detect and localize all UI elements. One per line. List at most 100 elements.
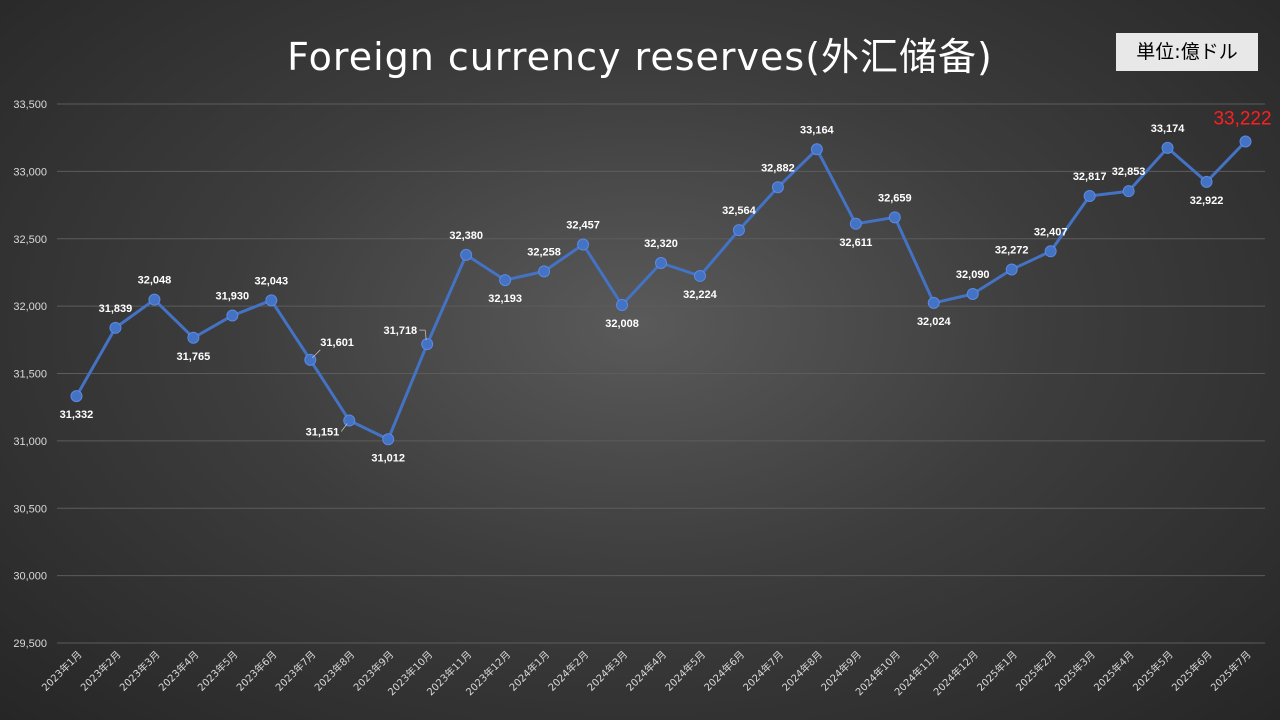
x-tick-label: 2024年3月 <box>584 648 630 694</box>
y-tick-label: 32,500 <box>13 234 47 246</box>
data-point <box>849 217 862 230</box>
data-label: 33,164 <box>800 124 835 136</box>
x-tick-label: 2023年3月 <box>117 648 163 694</box>
data-point <box>1200 175 1213 188</box>
x-tick-label: 2023年6月 <box>234 648 280 694</box>
data-point <box>966 287 979 300</box>
leader-line <box>424 330 427 341</box>
data-label-latest: 33,222 <box>1213 108 1271 129</box>
data-label: 31,718 <box>384 325 418 337</box>
x-tick-label: 2023年1月 <box>39 648 85 694</box>
data-point <box>499 274 512 287</box>
x-tick-label: 2025年3月 <box>1052 648 1098 694</box>
data-label: 32,008 <box>605 318 639 330</box>
data-point <box>1161 141 1174 154</box>
x-tick-label: 2023年5月 <box>195 648 241 694</box>
leader-line <box>340 423 348 432</box>
data-point <box>616 299 629 312</box>
data-labels: 31,332 31,839 32,048 31,765 31,930 32,043 31,6… <box>60 108 1272 464</box>
data-point <box>693 269 706 282</box>
data-label: 31,151 <box>306 427 340 439</box>
data-label: 32,457 <box>566 220 600 232</box>
data-label: 32,320 <box>644 238 678 250</box>
x-tick-label: 2024年8月 <box>779 648 825 694</box>
data-point <box>927 296 940 309</box>
data-label: 32,611 <box>839 237 872 249</box>
chart-title: Foreign currency reserves(外汇储备) <box>287 35 993 79</box>
data-point <box>109 321 122 334</box>
data-label: 32,817 <box>1073 171 1107 183</box>
y-tick-label: 29,500 <box>13 638 47 650</box>
data-label: 32,380 <box>449 230 483 242</box>
x-axis: 2023年1月2023年2月2023年3月2023年4月2023年5月2023年… <box>39 648 1254 698</box>
series-reserves <box>70 135 1252 446</box>
data-point <box>187 331 200 344</box>
data-point <box>1044 245 1057 258</box>
data-label: 32,659 <box>878 192 912 204</box>
data-label: 32,224 <box>683 289 718 301</box>
data-point <box>732 224 745 237</box>
data-point <box>1083 190 1096 203</box>
data-label: 31,012 <box>371 452 405 464</box>
data-label: 32,024 <box>917 316 952 328</box>
data-label: 31,839 <box>99 303 133 315</box>
data-point <box>70 390 83 403</box>
unit-label: 単位:億ドル <box>1116 33 1258 71</box>
data-label: 32,882 <box>761 162 795 174</box>
x-tick-label: 2024年4月 <box>623 648 669 694</box>
data-label: 31,601 <box>320 337 354 349</box>
x-tick-label: 2023年2月 <box>78 648 124 694</box>
data-label: 32,090 <box>956 269 990 281</box>
data-label: 32,043 <box>254 275 288 287</box>
x-tick-label: 2025年5月 <box>1130 648 1176 694</box>
x-tick-label: 2025年6月 <box>1169 648 1215 694</box>
y-axis: 29,500 30,000 30,500 31,000 31,500 32,000 32,5… <box>13 99 47 650</box>
x-tick-label: 2024年6月 <box>701 648 747 694</box>
x-tick-label: 2025年7月 <box>1208 648 1254 694</box>
data-point <box>1239 135 1252 148</box>
data-point <box>1122 185 1135 198</box>
y-tick-label: 32,000 <box>13 301 47 313</box>
x-tick-label: 2025年4月 <box>1091 648 1137 694</box>
data-point <box>460 248 473 261</box>
data-point <box>265 294 278 307</box>
x-tick-label: 2023年7月 <box>273 648 319 694</box>
data-point <box>538 265 551 278</box>
data-point <box>771 181 784 194</box>
data-label: 31,765 <box>177 351 211 363</box>
data-point <box>577 238 590 251</box>
x-tick-label: 2025年2月 <box>1013 648 1059 694</box>
data-label: 33,174 <box>1151 123 1186 135</box>
data-label: 31,332 <box>60 409 94 421</box>
y-tick-label: 31,500 <box>13 369 47 381</box>
series-line <box>75 140 1247 441</box>
leader-line <box>312 349 321 359</box>
y-tick-label: 33,000 <box>13 166 47 178</box>
data-label: 32,407 <box>1034 226 1068 238</box>
data-label: 31,930 <box>216 291 250 303</box>
x-tick-label: 2023年4月 <box>156 648 202 694</box>
x-tick-label: 2024年1月 <box>506 648 552 694</box>
data-point <box>810 143 823 156</box>
data-label: 32,193 <box>488 293 522 305</box>
data-point <box>382 433 395 446</box>
data-point <box>1005 263 1018 276</box>
data-point <box>226 309 239 322</box>
data-label: 32,272 <box>995 244 1029 256</box>
data-point <box>888 211 901 224</box>
x-tick-label: 2023年8月 <box>312 648 358 694</box>
x-tick-label: 2024年7月 <box>740 648 786 694</box>
data-point <box>655 257 667 270</box>
gridlines <box>57 103 1265 644</box>
data-label: 32,258 <box>527 246 561 258</box>
data-point <box>148 293 161 306</box>
x-tick-label: 2024年2月 <box>545 648 591 694</box>
data-label: 32,048 <box>138 275 172 287</box>
y-tick-label: 30,000 <box>13 571 47 583</box>
y-tick-label: 33,500 <box>13 99 47 111</box>
data-label: 32,564 <box>722 205 757 217</box>
y-tick-label: 30,500 <box>13 503 47 515</box>
x-tick-label: 2024年5月 <box>662 648 708 694</box>
y-tick-label: 31,000 <box>13 436 47 448</box>
